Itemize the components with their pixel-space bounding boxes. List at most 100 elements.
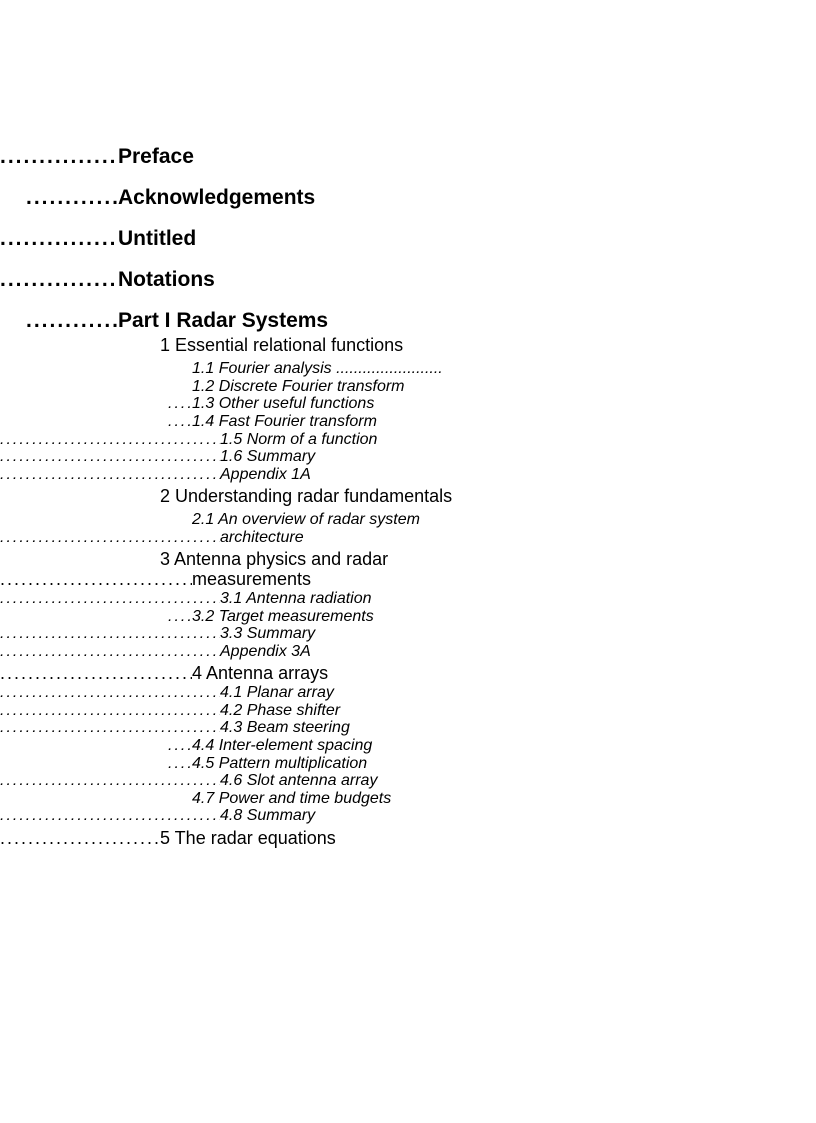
toc-line: ........................................… (0, 737, 816, 755)
toc-line: ........................................… (0, 608, 816, 626)
toc-entry-text: Preface (118, 145, 196, 168)
toc-leader-fill: ........................................… (26, 309, 118, 332)
toc-leader-dots: ........................................… (0, 145, 118, 170)
toc-leader-dots: ........................................… (0, 529, 220, 549)
toc-line: ........................................… (0, 145, 816, 168)
toc-leader-dots: ........................................… (0, 664, 192, 686)
toc-leader-fill: ........................................… (0, 431, 220, 449)
toc-leader-dots: ........................................… (0, 466, 220, 486)
toc-line: ........................................… (0, 772, 816, 790)
toc-entry-text: 1.1 Fourier analysis ...................… (192, 360, 445, 378)
toc-line: ........................................… (0, 664, 816, 684)
toc-leader-fill: ........................................… (0, 625, 220, 643)
toc-leader-fill: ........................................… (0, 448, 220, 466)
toc-entry-text: 1 Essential relational functions (160, 336, 405, 356)
toc-leader-fill: ........................................… (168, 755, 192, 773)
toc-line: ........................................… (0, 227, 816, 250)
toc-leader-dots: ........................................… (0, 807, 220, 827)
toc-entry-text: 4.7 Power and time budgets (192, 790, 393, 808)
toc-line: 2.1 An overview of radar system (0, 511, 816, 529)
toc-line: ........................................… (0, 186, 816, 209)
toc-entry-text: 3.1 Antenna radiation (220, 590, 374, 608)
toc-page: ........................................… (0, 0, 816, 849)
toc-line: ........................................… (0, 684, 816, 702)
toc-line: 4.7 Power and time budgets (0, 790, 816, 808)
toc-entry-text: 1.5 Norm of a function (220, 431, 379, 449)
toc-leader-fill: ........................................… (0, 772, 220, 790)
toc-entry-text: 4.1 Planar array (220, 684, 336, 702)
toc-entry-text: 4 Antenna arrays (192, 664, 330, 684)
toc-leader-dots: ........................................… (0, 268, 118, 293)
toc-entry-text: Appendix 3A (220, 643, 313, 661)
toc-line: ........................................… (0, 755, 816, 773)
toc-leader-fill: ........................................… (0, 643, 220, 661)
toc-leader-fill: ........................................… (0, 590, 220, 608)
toc-line: ........................................… (0, 268, 816, 291)
toc-entry-text: 1.2 Discrete Fourier transform (192, 378, 407, 396)
toc-entry-text: 3.2 Target measurements (192, 608, 376, 626)
toc-leader-fill: ........................................… (0, 227, 118, 250)
toc-line: ........................................… (0, 829, 816, 849)
toc-line: 1.1 Fourier analysis ...................… (0, 360, 816, 378)
toc-entry-text: architecture (220, 529, 306, 547)
toc-entry-text: 4.6 Slot antenna array (220, 772, 379, 790)
toc-line: ........................................… (0, 590, 816, 608)
toc-leader-fill: ........................................… (0, 145, 118, 168)
toc-leader-dots: ........................................… (0, 227, 118, 252)
toc-leader-dots: ........................................… (0, 829, 160, 851)
toc-leader-fill: ........................................… (0, 684, 220, 702)
toc-line: 3 Antenna physics and radar (0, 550, 816, 570)
toc-line: ........................................… (0, 719, 816, 737)
toc-leader-dots: ........................................… (0, 772, 220, 792)
toc-leader-fill: ........................................… (0, 829, 160, 849)
toc-line: ........................................… (0, 395, 816, 413)
toc-entry-text: 1.4 Fast Fourier transform (192, 413, 379, 431)
toc-entry-text: 4.3 Beam steering (220, 719, 352, 737)
toc-entry-text: measurements (192, 570, 313, 590)
toc-leader-fill: ........................................… (0, 268, 118, 291)
toc-line: ........................................… (0, 643, 816, 661)
toc-entry-text: 4.2 Phase shifter (220, 702, 342, 720)
toc-entry-text: 4.4 Inter-element spacing (192, 737, 374, 755)
toc-leader-fill: ........................................… (168, 737, 192, 755)
toc-leader-fill: ........................................… (0, 807, 220, 825)
toc-leader-fill: ........................................… (26, 186, 118, 209)
toc-leader-fill: ........................................… (0, 719, 220, 737)
toc-entry-text: 2 Understanding radar fundamentals (160, 487, 454, 507)
toc-line: ........................................… (0, 807, 816, 825)
toc-line: ........................................… (0, 413, 816, 431)
toc-entry-text: 4.8 Summary (220, 807, 317, 825)
toc-leader-dots: ........................................… (26, 186, 118, 211)
toc-line: ........................................… (0, 309, 816, 332)
toc-entry-text: 3 Antenna physics and radar (160, 550, 390, 570)
toc-entry-text: 3.3 Summary (220, 625, 317, 643)
toc-line: ........................................… (0, 431, 816, 449)
toc-entry-text: 5 The radar equations (160, 829, 338, 849)
toc-line: ........................................… (0, 448, 816, 466)
toc-entry-text: 1.3 Other useful functions (192, 395, 376, 413)
toc-line: 1 Essential relational functions (0, 336, 816, 356)
toc-line: ........................................… (0, 702, 816, 720)
toc-line: ........................................… (0, 625, 816, 643)
toc-line: ........................................… (0, 466, 816, 484)
toc-line: 2 Understanding radar fundamentals (0, 487, 816, 507)
toc-leader-fill: ........................................… (168, 413, 192, 431)
toc-leader-fill: ........................................… (168, 395, 192, 413)
toc-leader-fill: ........................................… (0, 466, 220, 484)
toc-line: ........................................… (0, 529, 816, 547)
toc-leader-fill: ........................................… (168, 608, 192, 626)
toc-line: ........................................… (0, 570, 816, 590)
toc-entry-text: Untitled (118, 227, 198, 250)
toc-entry-text: Notations (118, 268, 217, 291)
toc-leader-dots: ........................................… (26, 309, 118, 334)
toc-entry-text: Acknowledgements (118, 186, 317, 209)
toc-leader-dots: ........................................… (0, 643, 220, 663)
toc-entry-text: 2.1 An overview of radar system (192, 511, 422, 529)
toc-leader-fill: ........................................… (0, 702, 220, 720)
toc-entry-text: Part I Radar Systems (118, 309, 330, 332)
toc-leader-fill: ........................................… (0, 529, 220, 547)
toc-leader-fill: ........................................… (0, 664, 192, 684)
toc-leader-fill: ........................................… (0, 570, 192, 590)
toc-entry-text: 1.6 Summary (220, 448, 317, 466)
toc-line: 1.2 Discrete Fourier transform (0, 378, 816, 396)
